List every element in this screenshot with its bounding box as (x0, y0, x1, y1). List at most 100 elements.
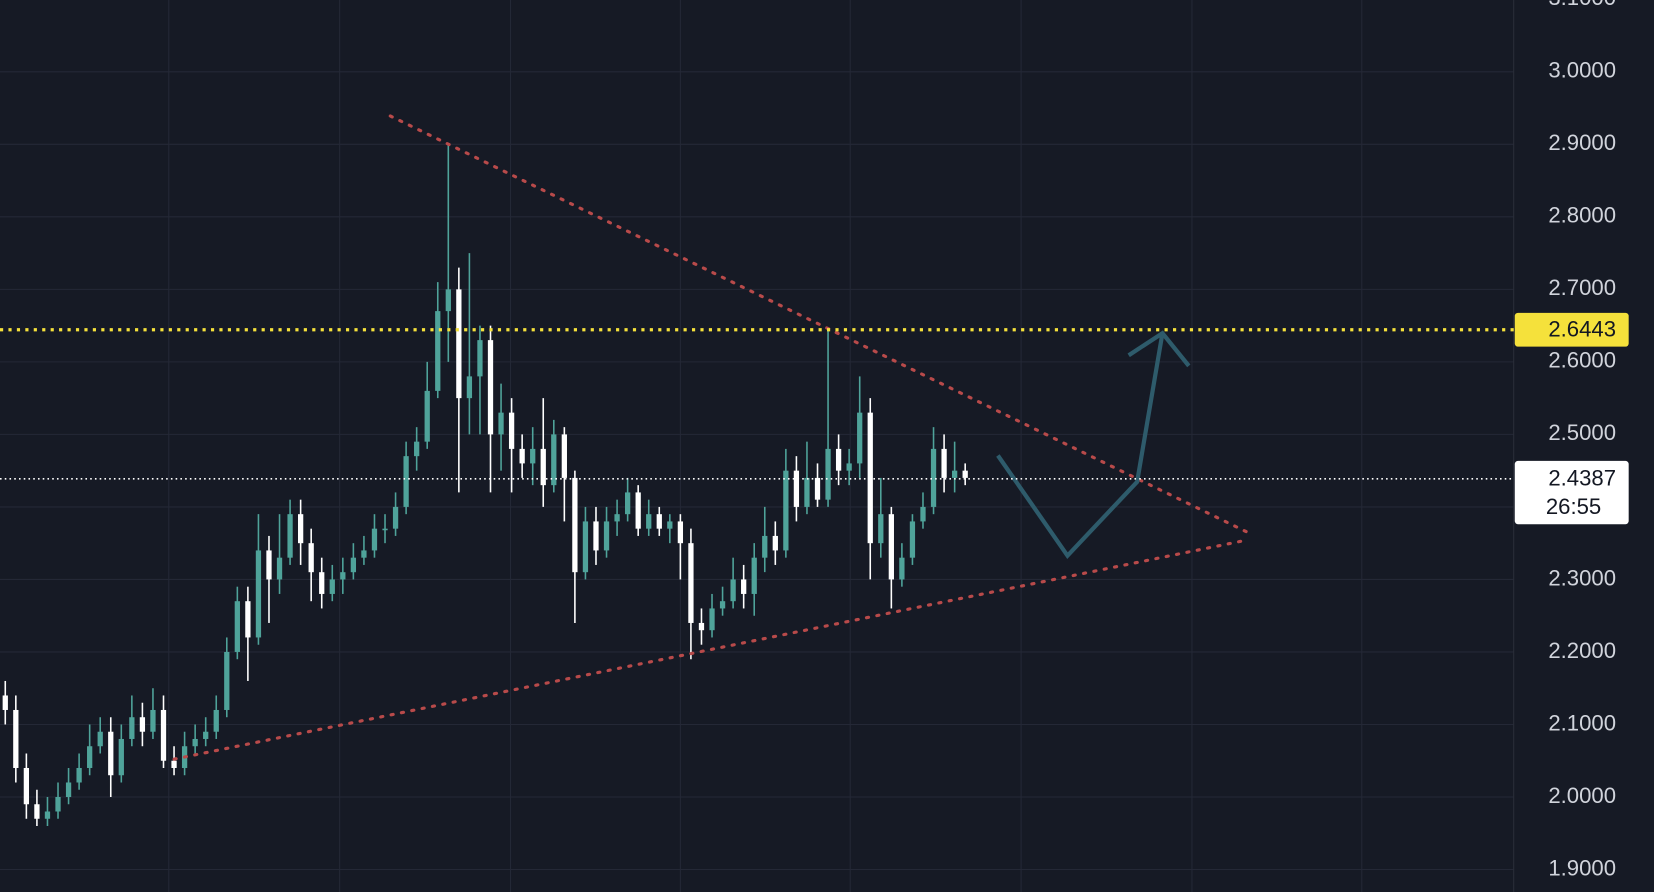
candle-body (224, 651, 230, 710)
candle-body (329, 579, 335, 594)
candle-body (646, 514, 652, 529)
candle-body (192, 738, 198, 747)
candle-body (297, 514, 304, 544)
candle-body (392, 506, 399, 529)
candle-body (857, 412, 863, 464)
candle-body (118, 738, 124, 776)
candle-body (466, 376, 473, 399)
drawings (172, 114, 1250, 761)
candle-body (593, 521, 599, 551)
candle-body (751, 557, 757, 594)
y-tick-label: 2.9000 (1548, 130, 1616, 155)
candle-body (941, 448, 947, 478)
candle-body (930, 448, 937, 507)
candle-body (624, 492, 631, 515)
candle-body (160, 709, 167, 761)
y-tick-label: 2.5000 (1548, 420, 1616, 445)
candle-body (150, 709, 156, 732)
candle-body (266, 550, 272, 580)
candle-body (540, 448, 546, 486)
candle-body (287, 514, 293, 558)
candle-body (403, 456, 409, 507)
candle-body (814, 477, 821, 500)
candle-body (340, 572, 346, 580)
candle-body (667, 521, 673, 529)
candle-body (76, 767, 82, 783)
candle-body (603, 521, 610, 551)
candle-body (741, 579, 747, 594)
y-tick-label: 2.3000 (1548, 565, 1616, 590)
candle-body (23, 767, 30, 805)
candle-body (920, 506, 926, 522)
projection-path (996, 332, 1165, 559)
candles (2, 144, 968, 827)
candle-body (561, 434, 567, 478)
y-tick-label: 2.6000 (1548, 348, 1616, 373)
candle-body (414, 441, 420, 457)
candle-body (846, 463, 852, 471)
candle-body (530, 448, 536, 464)
candle-body (129, 717, 135, 739)
candle-body (508, 412, 515, 449)
candle-body (308, 543, 314, 573)
candle-body (867, 412, 873, 544)
candle-body (899, 557, 905, 580)
candle-body (825, 448, 831, 500)
candle-body (677, 521, 684, 544)
projection-arrowhead (1127, 330, 1191, 368)
y-tick-label: 1.9000 (1548, 855, 1616, 880)
candle-body (435, 311, 441, 391)
candle-body (582, 521, 589, 573)
last-price-label: 2.4387 (1548, 466, 1616, 491)
support-trendline (172, 538, 1250, 761)
candle-body (614, 514, 620, 522)
y-tick-label: 3.1000 (1548, 0, 1616, 10)
candle-body (44, 811, 51, 819)
resistance-trendline (388, 114, 1250, 535)
candle-body (371, 528, 378, 551)
candle-body (34, 804, 40, 819)
candle-body (276, 557, 283, 580)
candle-body (55, 796, 61, 812)
candle-body (108, 731, 114, 776)
candle-body (688, 543, 694, 623)
candle-body (445, 289, 451, 312)
candle-body (456, 289, 462, 399)
candle-body (951, 470, 958, 478)
candle-body (730, 579, 736, 602)
candle-body (2, 695, 8, 710)
candle-body (171, 760, 177, 768)
candle-body (888, 514, 894, 580)
candle-body (139, 717, 146, 732)
candle-body (719, 601, 726, 609)
candle-body (487, 340, 494, 435)
candle-body (572, 477, 578, 573)
candle-body (783, 470, 789, 551)
candle-body (97, 731, 103, 747)
candle-body (962, 470, 968, 478)
candle-body (234, 601, 240, 652)
candle-body (698, 622, 705, 631)
candle-body (909, 521, 916, 558)
y-tick-label: 2.0000 (1548, 783, 1616, 808)
candle-body (878, 514, 884, 544)
candle-body (709, 608, 715, 631)
candle-body (350, 557, 357, 573)
candle-body (804, 477, 810, 507)
candle-body (87, 746, 93, 768)
candle-body (835, 448, 842, 471)
price-line-label-box (1514, 312, 1629, 347)
countdown-label: 26:55 (1546, 494, 1601, 519)
candle-body (13, 709, 19, 768)
candle-body (635, 492, 641, 529)
candle-body (319, 572, 325, 594)
candle-body (245, 601, 251, 638)
candle-body (498, 412, 504, 435)
candle-body (65, 782, 72, 797)
y-tick-label: 2.1000 (1548, 710, 1616, 735)
candle-body (424, 390, 430, 442)
candle-body (255, 550, 262, 638)
